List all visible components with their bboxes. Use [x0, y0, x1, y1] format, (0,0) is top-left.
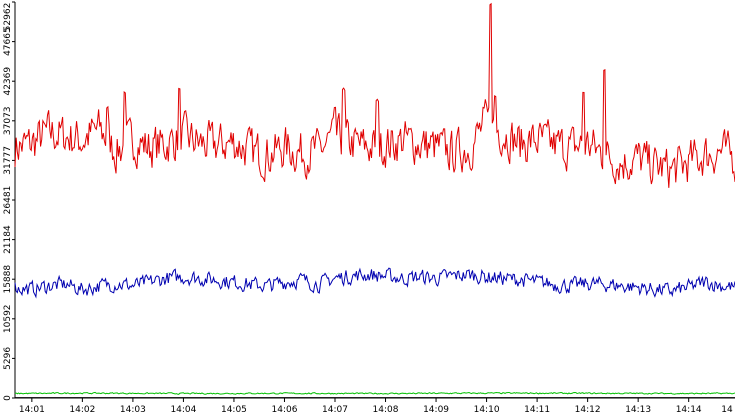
y-tick-label: 5296 — [3, 347, 13, 370]
y-tick-label: 10592 — [3, 304, 13, 333]
x-tick-label: 14:03 — [120, 405, 146, 415]
x-tick-label: 14:13 — [625, 405, 651, 415]
x-tick-label: 14:05 — [221, 405, 247, 415]
x-tick-label: 14:10 — [474, 405, 500, 415]
x-tick-label: 14 — [721, 405, 733, 415]
x-tick-label: 14:08 — [373, 405, 399, 415]
y-tick-label: 47665 — [3, 27, 13, 56]
x-tick-label: 14:06 — [272, 405, 298, 415]
y-tick-label: 37073 — [3, 106, 13, 135]
y-tick-label: 26481 — [3, 186, 13, 215]
y-tick-label: 42369 — [3, 67, 13, 96]
y-tick-label: 21184 — [3, 225, 13, 254]
x-tick-label: 14:11 — [524, 405, 550, 415]
y-tick-label: 0 — [3, 395, 13, 401]
x-tick-label: 14:04 — [170, 405, 196, 415]
x-tick-label: 14:14 — [676, 405, 702, 415]
plot-area — [14, 2, 735, 399]
series-line-2 — [14, 267, 735, 299]
x-tick-label: 14:12 — [575, 405, 601, 415]
y-tick-label: 31777 — [3, 146, 13, 175]
x-tick-label: 14:07 — [322, 405, 348, 415]
x-tick-label: 14:02 — [69, 405, 95, 415]
series-line-1 — [14, 2, 735, 188]
series-line-3 — [14, 391, 735, 395]
y-axis: 0 5296 10592 15888 21184 26481 31777 37073 42369… — [3, 1, 16, 401]
x-tick-label: 14:09 — [423, 405, 449, 415]
x-axis: 14:01 14:02 14:03 14:04 14:05 14:06 14:07 14:08… — [15, 397, 735, 415]
y-tick-label: 15888 — [3, 265, 13, 294]
y-tick-label: 52962 — [3, 3, 13, 32]
x-tick-label: 14:01 — [19, 405, 45, 415]
